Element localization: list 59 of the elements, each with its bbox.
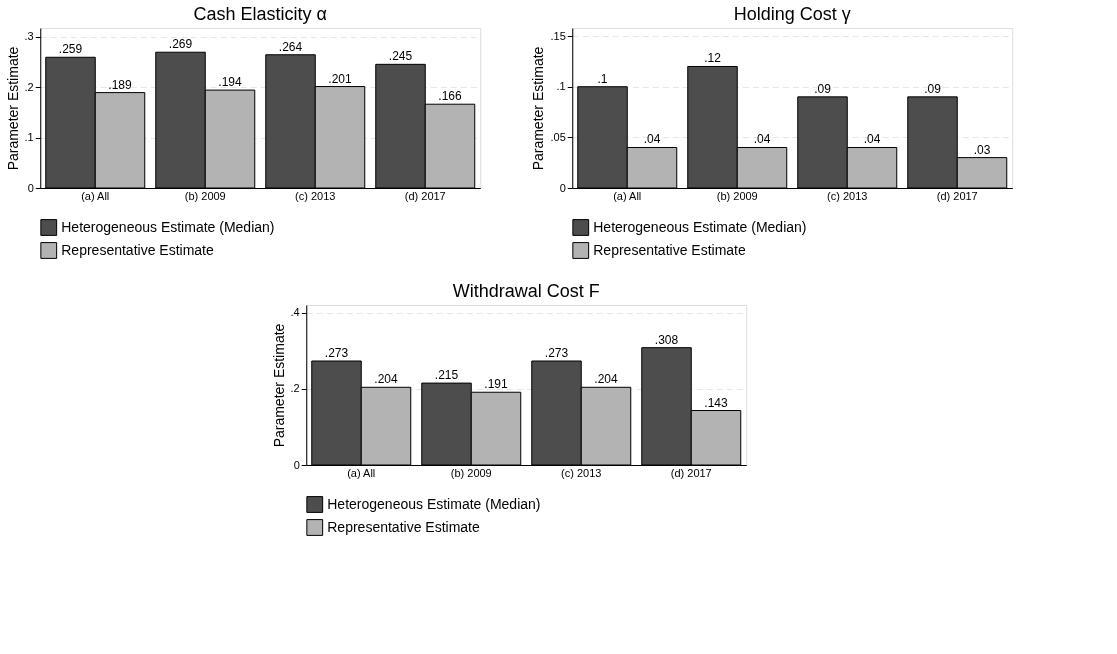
x-tick-label: (b) 2009: [184, 189, 226, 202]
legend-label: Representative Estimate: [61, 241, 214, 258]
data-label: .04: [753, 132, 771, 147]
chart-title: Holding Cost γ: [733, 4, 851, 24]
data-label: .308: [654, 332, 679, 347]
y-tick-label: 0: [27, 181, 34, 194]
data-label: .191: [484, 377, 508, 392]
y-tick-label: .2: [290, 382, 300, 395]
data-label: .269: [168, 37, 193, 52]
data-label: .194: [218, 75, 242, 90]
chart-title: Cash Elasticity α: [193, 4, 327, 24]
y-axis-title: Parameter Estimate: [270, 323, 287, 448]
y-tick-label: .15: [550, 29, 566, 42]
data-label: .143: [704, 395, 728, 410]
x-tick-label: (d) 2017: [936, 189, 978, 202]
legend-label: Representative Estimate: [327, 518, 480, 535]
legend-label: Heterogeneous Estimate (Median): [593, 218, 807, 235]
legend-label: Heterogeneous Estimate (Median): [61, 218, 275, 235]
data-label: .1: [597, 71, 608, 86]
data-label: .03: [973, 142, 991, 157]
y-tick-label: .2: [24, 80, 34, 93]
data-label: .204: [594, 372, 618, 387]
y-tick-label: .05: [550, 130, 566, 143]
data-label: .04: [863, 132, 881, 147]
x-tick-label: (d) 2017: [404, 189, 446, 202]
y-tick-label: .1: [556, 80, 566, 93]
y-tick-label: 0: [559, 181, 566, 194]
x-tick-label: (a) All: [81, 189, 110, 202]
chart-title: Withdrawal Cost F: [452, 281, 600, 301]
y-tick-label: 0: [293, 458, 300, 471]
data-label: .215: [434, 368, 459, 383]
data-label: .09: [924, 81, 942, 96]
data-label: .189: [108, 77, 132, 92]
y-tick-label: .1: [24, 131, 34, 144]
x-tick-label: (c) 2013: [561, 466, 602, 479]
y-tick-label: .4: [290, 306, 300, 319]
data-label: .12: [704, 51, 722, 66]
x-tick-label: (a) All: [347, 466, 376, 479]
legend-label: Representative Estimate: [593, 241, 746, 258]
x-tick-label: (c) 2013: [295, 189, 336, 202]
data-label: .204: [374, 372, 398, 387]
x-tick-label: (b) 2009: [450, 466, 492, 479]
data-label: .201: [328, 71, 352, 86]
x-tick-label: (c) 2013: [827, 189, 868, 202]
legend-label: Heterogeneous Estimate (Median): [327, 495, 541, 512]
data-label: .273: [324, 346, 349, 360]
y-axis-title: Parameter Estimate: [4, 46, 21, 171]
x-tick-label: (b) 2009: [716, 189, 758, 202]
x-tick-label: (a) All: [613, 189, 642, 202]
y-axis-title: Parameter Estimate: [530, 46, 547, 171]
data-label: .245: [388, 49, 413, 64]
data-label: .259: [58, 42, 83, 57]
data-label: .273: [544, 346, 569, 360]
data-label: .264: [278, 39, 303, 54]
data-label: .166: [438, 89, 462, 104]
data-label: .04: [643, 132, 661, 147]
data-label: .09: [814, 81, 832, 96]
x-tick-label: (d) 2017: [670, 466, 712, 479]
y-tick-label: .3: [24, 30, 34, 43]
